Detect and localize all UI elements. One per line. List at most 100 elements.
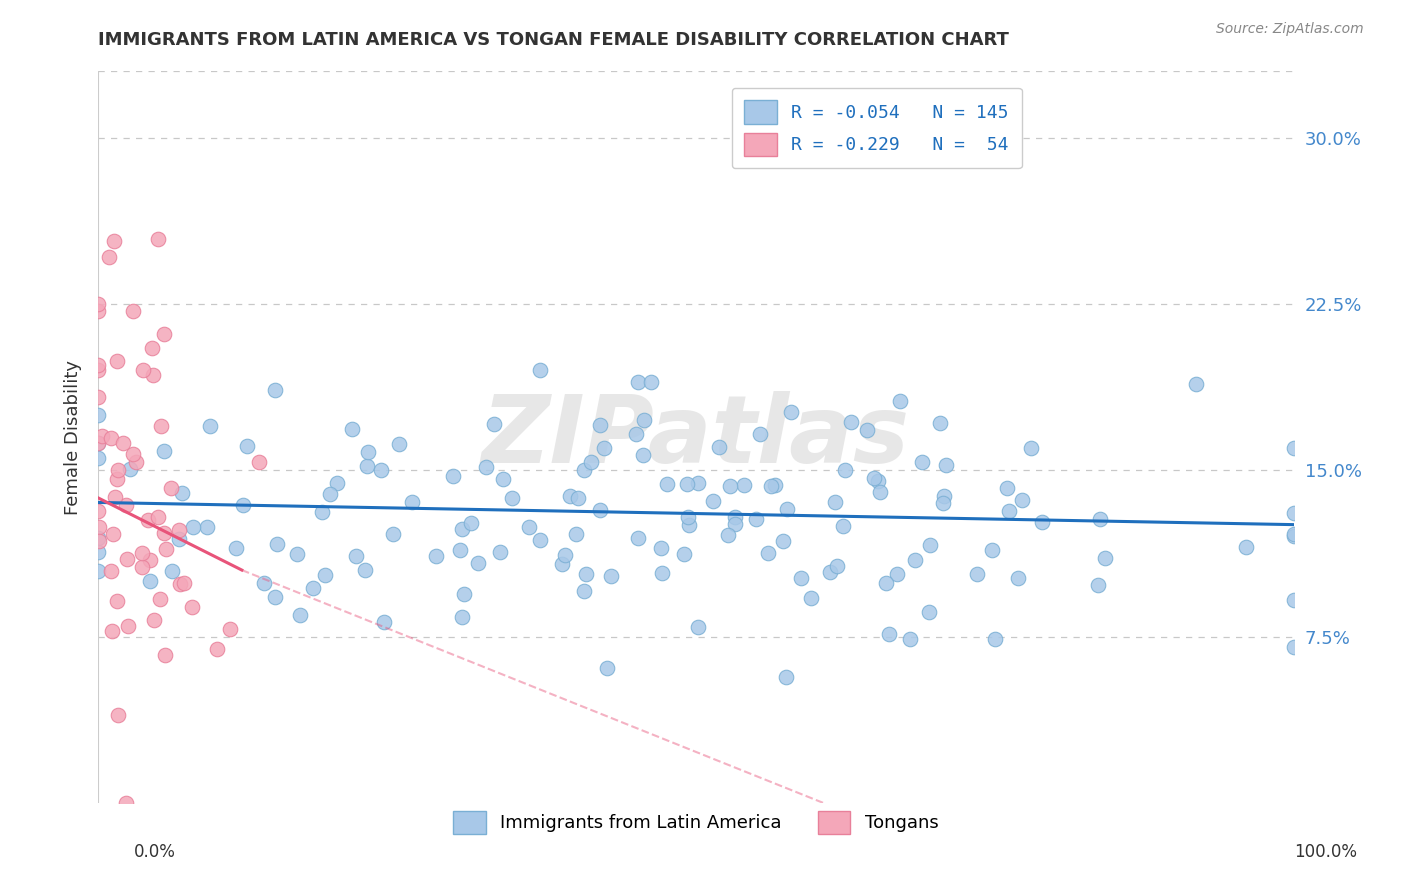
Point xyxy=(733,478,755,492)
Point xyxy=(763,478,786,492)
Point xyxy=(688,620,710,634)
Point xyxy=(160,564,183,578)
Point xyxy=(181,520,204,534)
Point xyxy=(131,546,153,560)
Point xyxy=(920,538,942,552)
Point xyxy=(155,542,177,557)
Point xyxy=(441,469,464,483)
Point xyxy=(824,495,846,509)
Point xyxy=(593,441,616,455)
Point xyxy=(702,494,724,508)
Point xyxy=(834,463,856,477)
Point xyxy=(311,505,333,519)
Point xyxy=(529,363,551,377)
Point xyxy=(87,520,110,534)
Point xyxy=(169,576,191,591)
Point xyxy=(170,486,193,500)
Point xyxy=(932,496,955,510)
Point xyxy=(841,415,863,429)
Point xyxy=(236,438,259,452)
Point xyxy=(875,575,897,590)
Point xyxy=(105,353,128,368)
Point xyxy=(87,564,110,578)
Point xyxy=(153,648,176,662)
Point xyxy=(1282,640,1305,654)
Point xyxy=(589,503,612,517)
Point xyxy=(574,463,596,477)
Point xyxy=(122,446,145,460)
Point xyxy=(911,455,934,469)
Point xyxy=(800,591,823,605)
Point xyxy=(1087,578,1109,592)
Point xyxy=(790,571,813,585)
Point xyxy=(160,481,183,495)
Point xyxy=(651,566,673,581)
Point xyxy=(489,545,512,559)
Point xyxy=(724,510,747,524)
Point xyxy=(152,326,174,341)
Point xyxy=(143,613,166,627)
Point xyxy=(626,426,648,441)
Point xyxy=(1090,512,1112,526)
Point xyxy=(984,632,1007,646)
Point xyxy=(672,547,695,561)
Text: IMMIGRANTS FROM LATIN AMERICA VS TONGAN FEMALE DISABILITY CORRELATION CHART: IMMIGRANTS FROM LATIN AMERICA VS TONGAN … xyxy=(98,31,1010,49)
Point xyxy=(675,476,697,491)
Point xyxy=(388,437,411,451)
Point xyxy=(87,296,110,310)
Y-axis label: Female Disability: Female Disability xyxy=(63,359,82,515)
Point xyxy=(153,526,176,541)
Point xyxy=(87,544,110,558)
Point xyxy=(529,533,551,547)
Point xyxy=(981,543,1004,558)
Point xyxy=(101,527,124,541)
Point xyxy=(935,458,957,472)
Point xyxy=(107,472,129,486)
Point xyxy=(631,448,654,462)
Point xyxy=(1282,442,1305,456)
Point xyxy=(100,564,122,578)
Point xyxy=(167,532,190,546)
Text: ZIPatlas: ZIPatlas xyxy=(482,391,910,483)
Point xyxy=(655,476,678,491)
Point xyxy=(142,368,165,382)
Point xyxy=(868,474,890,488)
Point xyxy=(898,632,921,647)
Point xyxy=(551,557,574,571)
Point xyxy=(149,419,172,434)
Point xyxy=(87,303,110,318)
Point xyxy=(1011,493,1033,508)
Point xyxy=(724,516,747,531)
Point xyxy=(855,423,877,437)
Point xyxy=(354,563,377,577)
Point xyxy=(966,566,988,581)
Point xyxy=(125,455,148,469)
Point xyxy=(599,569,621,583)
Point xyxy=(225,541,247,556)
Point xyxy=(1185,377,1208,392)
Point xyxy=(564,527,586,541)
Point xyxy=(998,504,1021,518)
Point xyxy=(780,405,803,419)
Point xyxy=(425,549,447,564)
Point xyxy=(1234,540,1257,554)
Point xyxy=(115,796,138,810)
Point xyxy=(1019,441,1042,455)
Point xyxy=(749,427,772,442)
Point xyxy=(756,546,779,560)
Point xyxy=(995,482,1018,496)
Point xyxy=(382,527,405,541)
Point xyxy=(266,537,288,551)
Point xyxy=(138,513,160,527)
Point xyxy=(453,586,475,600)
Point xyxy=(87,358,110,372)
Point xyxy=(775,501,797,516)
Point xyxy=(626,532,648,546)
Point xyxy=(1031,515,1053,529)
Point xyxy=(247,455,270,469)
Point xyxy=(627,375,650,389)
Point xyxy=(104,490,127,504)
Point xyxy=(825,558,848,573)
Point xyxy=(717,528,740,542)
Point xyxy=(263,383,285,397)
